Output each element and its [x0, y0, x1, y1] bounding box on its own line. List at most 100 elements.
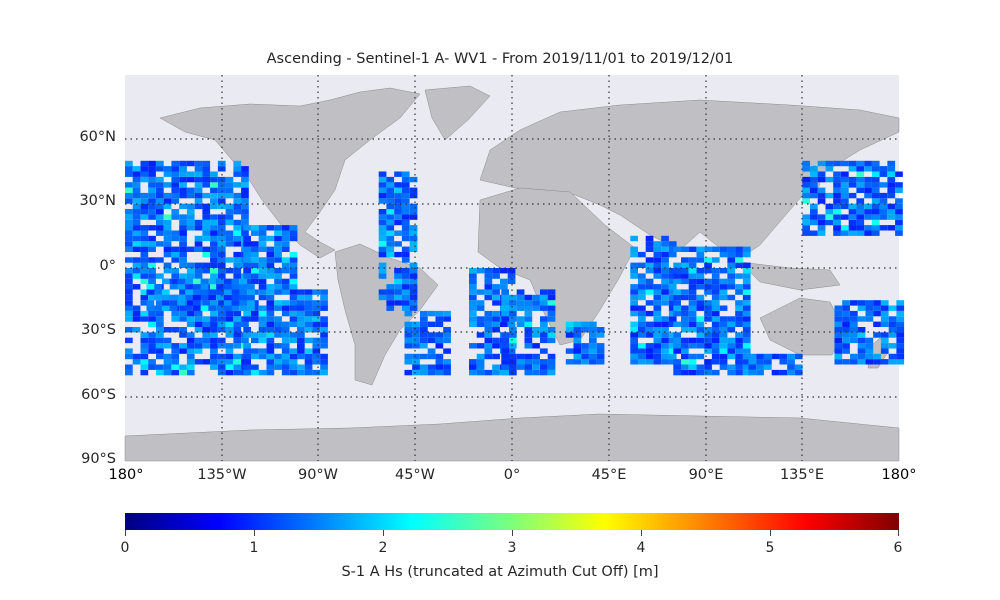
data-cell [210, 219, 218, 226]
data-cell [711, 257, 720, 263]
data-cell [645, 278, 654, 285]
data-cell [841, 214, 849, 220]
data-cell [404, 369, 413, 376]
data-cell [735, 321, 743, 327]
data-cell [516, 300, 525, 306]
data-cell [401, 300, 410, 306]
data-cell [194, 246, 203, 252]
data-cell [394, 171, 402, 177]
data-cell [735, 251, 743, 258]
lat-label-60s: 60°S [81, 387, 116, 403]
data-cell [573, 359, 582, 365]
data-cell [394, 203, 402, 210]
data-cell [304, 300, 313, 306]
data-cell [210, 251, 218, 258]
data-cell [742, 278, 751, 285]
data-cell [125, 166, 133, 172]
data-cell [163, 192, 172, 199]
data-cell [509, 316, 517, 322]
data-cell [194, 182, 203, 188]
data-cell [281, 262, 290, 268]
data-cell [668, 353, 677, 360]
data-cell [258, 241, 267, 247]
data-cell [681, 359, 689, 365]
data-cell [653, 337, 662, 344]
data-cell [233, 273, 242, 279]
data-cell [540, 348, 548, 354]
data-cell [871, 225, 880, 231]
data-cell [681, 348, 689, 354]
data-cell [638, 332, 646, 338]
data-cell [435, 321, 444, 327]
data-cell [233, 230, 242, 236]
data-cell [681, 337, 689, 344]
data-cell [645, 284, 654, 290]
data-cell [802, 219, 810, 226]
data-cell [589, 321, 597, 327]
data-cell [125, 192, 133, 199]
data-cell [540, 332, 548, 338]
data-cell [833, 225, 841, 231]
data-cell [817, 219, 826, 226]
data-cell [711, 310, 720, 317]
data-cell [524, 332, 533, 338]
data-cell [179, 182, 187, 188]
data-cell [148, 310, 156, 317]
data-cell [225, 310, 234, 317]
data-cell [500, 321, 508, 327]
data-cell [162, 300, 170, 306]
data-cell [281, 337, 290, 344]
data-cell [661, 359, 669, 365]
data-cell [516, 316, 525, 322]
data-cell [210, 203, 218, 210]
data-cell [186, 284, 195, 290]
data-cell [673, 337, 681, 344]
data-cell [233, 327, 242, 333]
data-cell [202, 332, 211, 338]
data-cell [202, 171, 211, 177]
data-cell [297, 337, 305, 344]
data-cell [409, 284, 418, 290]
data-cell [661, 343, 669, 349]
data-cell [186, 300, 195, 306]
data-cell [540, 300, 548, 306]
data-cell [233, 321, 242, 327]
data-cell [630, 268, 638, 274]
colorbar-tick [898, 530, 899, 536]
data-cell [194, 310, 203, 317]
data-cell [243, 257, 251, 263]
data-cell [179, 343, 187, 349]
data-cell [856, 160, 865, 167]
data-cell [704, 369, 712, 376]
data-cell [266, 262, 275, 268]
data-cell [540, 294, 548, 301]
data-cell [132, 305, 141, 311]
data-cell [596, 359, 605, 365]
data-cell [630, 305, 638, 311]
data-cell [668, 284, 677, 290]
data-cell [210, 310, 218, 317]
data-cell [668, 348, 677, 354]
data-cell [638, 273, 646, 279]
data-cell [186, 273, 195, 279]
data-cell [225, 369, 234, 376]
data-cell [412, 337, 420, 344]
data-cell [834, 305, 843, 311]
data-cell [500, 284, 508, 290]
data-cell [524, 321, 533, 327]
data-cell [810, 230, 818, 236]
data-cell [243, 241, 251, 247]
data-cell [492, 316, 500, 322]
data-cell [258, 284, 267, 290]
data-cell [225, 321, 234, 327]
data-cell [727, 278, 736, 285]
data-cell [146, 300, 155, 306]
data-cell [202, 262, 211, 268]
data-cell [394, 300, 402, 306]
data-cell [787, 359, 795, 365]
data-cell [156, 203, 164, 210]
data-cell [148, 241, 156, 247]
data-cell [274, 268, 282, 274]
data-cell [711, 305, 720, 311]
